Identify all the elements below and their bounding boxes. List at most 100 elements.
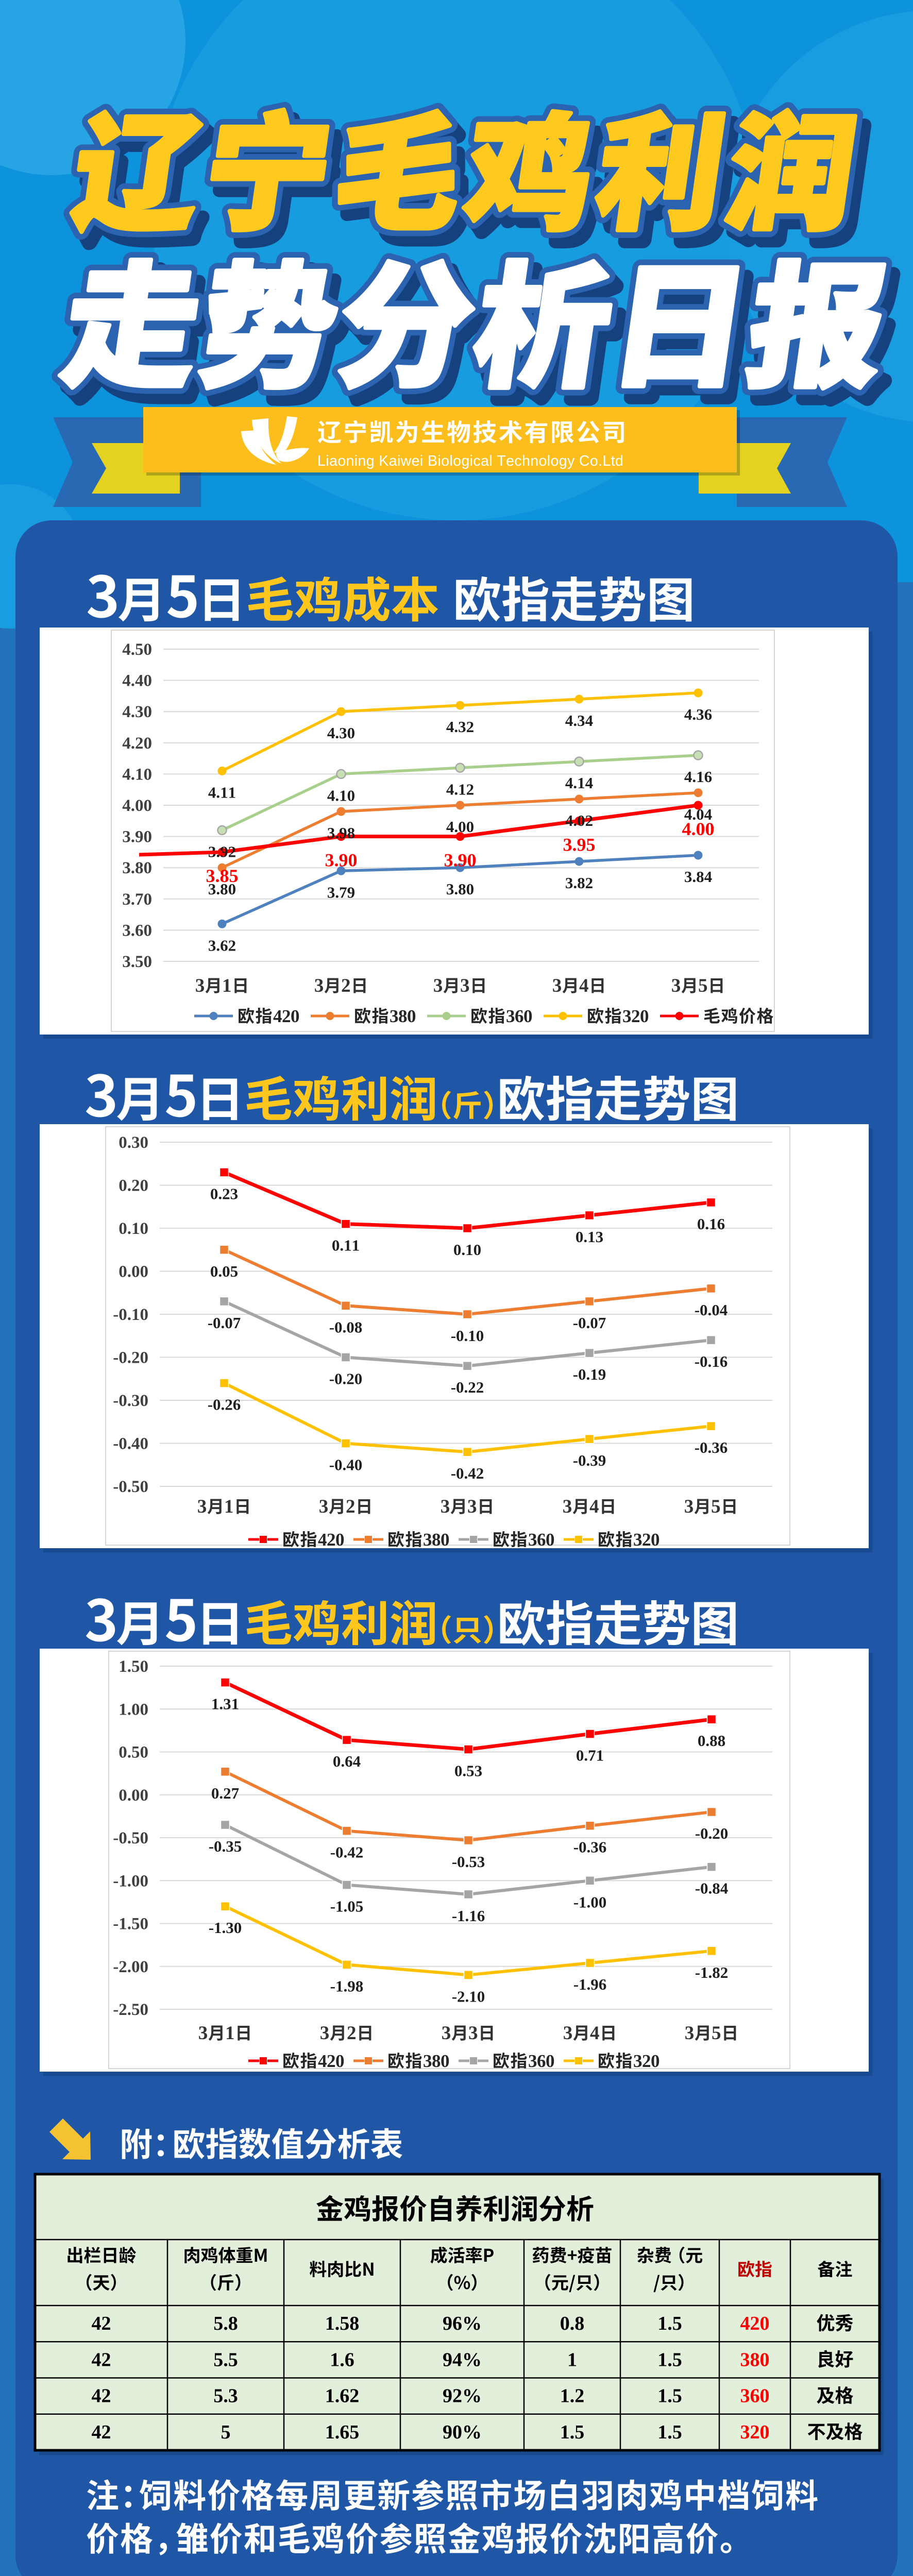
svg-text:-2.50: -2.50 <box>113 2001 148 2019</box>
svg-text:3: 3 <box>195 975 205 996</box>
svg-text:1.62: 1.62 <box>325 2385 360 2407</box>
svg-text:4.14: 4.14 <box>565 774 593 792</box>
svg-text:-0.84: -0.84 <box>695 1879 729 1897</box>
svg-text:1: 1 <box>567 2349 577 2370</box>
svg-text:-0.04: -0.04 <box>695 1301 728 1319</box>
svg-text:-1.05: -1.05 <box>330 1897 364 1916</box>
svg-text:6: 6 <box>537 2051 546 2071</box>
svg-text:3.62: 3.62 <box>208 936 236 954</box>
svg-text:4.00: 4.00 <box>682 819 715 839</box>
svg-text:42: 42 <box>92 2349 111 2370</box>
svg-text:-1.96: -1.96 <box>573 1975 607 1993</box>
svg-text:0: 0 <box>546 1530 555 1550</box>
svg-text:0.05: 0.05 <box>210 1262 238 1280</box>
svg-text:1: 1 <box>224 1496 234 1517</box>
svg-text:4.00: 4.00 <box>446 818 474 836</box>
svg-text:1.5: 1.5 <box>657 2349 682 2370</box>
svg-text:0.00: 0.00 <box>119 1786 148 1805</box>
svg-text:-0.35: -0.35 <box>209 1837 242 1855</box>
svg-text:-0.40: -0.40 <box>329 1456 363 1474</box>
svg-text:4.16: 4.16 <box>684 768 712 786</box>
svg-text:3: 3 <box>390 1006 399 1026</box>
svg-text:-0.50: -0.50 <box>113 1478 148 1496</box>
svg-text:3: 3 <box>442 2023 451 2044</box>
svg-text:5.3: 5.3 <box>213 2385 238 2407</box>
svg-text:3.95: 3.95 <box>563 834 596 855</box>
svg-text:2: 2 <box>341 975 351 996</box>
svg-text:2: 2 <box>642 1530 651 1550</box>
svg-text:4.36: 4.36 <box>684 705 712 723</box>
svg-text:94%: 94% <box>443 2349 482 2370</box>
svg-text:2: 2 <box>327 2051 336 2071</box>
svg-text:-0.16: -0.16 <box>695 1352 728 1370</box>
svg-text:-2.00: -2.00 <box>113 1958 148 1976</box>
svg-text:3.98: 3.98 <box>327 824 355 842</box>
svg-text:-1.16: -1.16 <box>452 1907 485 1925</box>
svg-text:3: 3 <box>528 1530 537 1550</box>
svg-text:-0.36: -0.36 <box>573 1838 607 1856</box>
svg-text:4.04: 4.04 <box>684 805 712 823</box>
svg-text:4.40: 4.40 <box>122 672 152 690</box>
svg-text:380: 380 <box>740 2349 770 2370</box>
svg-text:0: 0 <box>291 1006 300 1026</box>
svg-text:-0.20: -0.20 <box>695 1824 729 1842</box>
svg-text:0.13: 0.13 <box>576 1228 603 1246</box>
svg-text:0.64: 0.64 <box>333 1752 361 1770</box>
svg-text:5: 5 <box>698 975 708 996</box>
svg-text:3.79: 3.79 <box>327 883 355 901</box>
svg-text:-0.36: -0.36 <box>695 1438 728 1456</box>
svg-text:3: 3 <box>684 1496 694 1517</box>
svg-text:5.8: 5.8 <box>213 2313 238 2334</box>
svg-text:1.5: 1.5 <box>657 2313 682 2334</box>
svg-text:3.50: 3.50 <box>122 953 152 971</box>
svg-text:0: 0 <box>640 1006 649 1026</box>
svg-text:1.2: 1.2 <box>560 2385 585 2407</box>
svg-text:-1.00: -1.00 <box>113 1872 148 1890</box>
svg-text:3: 3 <box>198 2023 208 2044</box>
svg-text:-1.98: -1.98 <box>330 1977 364 1995</box>
svg-text:3: 3 <box>506 1006 515 1026</box>
svg-text:-1.82: -1.82 <box>695 1963 729 1981</box>
svg-text:42: 42 <box>92 2313 111 2334</box>
svg-text:0.10: 0.10 <box>453 1241 481 1259</box>
svg-text:92%: 92% <box>443 2385 482 2407</box>
svg-text:-2.10: -2.10 <box>452 1987 485 2005</box>
svg-text:4.10: 4.10 <box>122 765 152 784</box>
svg-text:3.90: 3.90 <box>325 850 358 871</box>
svg-text:4.11: 4.11 <box>208 783 236 801</box>
svg-text:0.11: 0.11 <box>332 1236 360 1255</box>
svg-text:2: 2 <box>631 1006 640 1026</box>
svg-text:-0.07: -0.07 <box>208 1314 241 1332</box>
svg-text:0.50: 0.50 <box>119 1743 148 1762</box>
svg-text:0.16: 0.16 <box>697 1215 725 1233</box>
svg-text:8: 8 <box>432 2051 441 2071</box>
svg-text:42: 42 <box>92 2421 111 2443</box>
svg-text:4.20: 4.20 <box>122 734 152 753</box>
svg-text:1: 1 <box>225 2023 235 2044</box>
svg-text:0.20: 0.20 <box>119 1177 148 1195</box>
svg-text:0.30: 0.30 <box>119 1133 148 1152</box>
svg-text:4.50: 4.50 <box>122 640 152 659</box>
svg-text:4.00: 4.00 <box>122 796 152 815</box>
svg-text:3: 3 <box>685 2023 695 2044</box>
svg-text:3.80: 3.80 <box>446 880 474 898</box>
svg-text:3: 3 <box>563 2023 573 2044</box>
svg-text:2: 2 <box>282 1006 291 1026</box>
svg-text:1.00: 1.00 <box>119 1700 148 1719</box>
svg-text:1: 1 <box>222 975 232 996</box>
svg-text:3.90: 3.90 <box>122 828 152 846</box>
svg-text:5: 5 <box>221 2421 231 2443</box>
svg-text:5.5: 5.5 <box>213 2349 238 2370</box>
svg-text:2: 2 <box>327 1530 336 1550</box>
svg-text:3.84: 3.84 <box>684 868 712 886</box>
svg-text:4.02: 4.02 <box>565 811 593 829</box>
svg-text:2: 2 <box>642 2051 651 2071</box>
svg-text:0.88: 0.88 <box>698 1732 725 1750</box>
svg-text:4.10: 4.10 <box>327 786 355 804</box>
svg-text:1.58: 1.58 <box>325 2313 360 2334</box>
svg-text:-0.19: -0.19 <box>573 1365 606 1383</box>
svg-text:-0.08: -0.08 <box>329 1318 363 1336</box>
svg-text:420: 420 <box>740 2313 770 2334</box>
svg-text:3: 3 <box>528 2051 537 2071</box>
svg-text:3: 3 <box>314 975 324 996</box>
